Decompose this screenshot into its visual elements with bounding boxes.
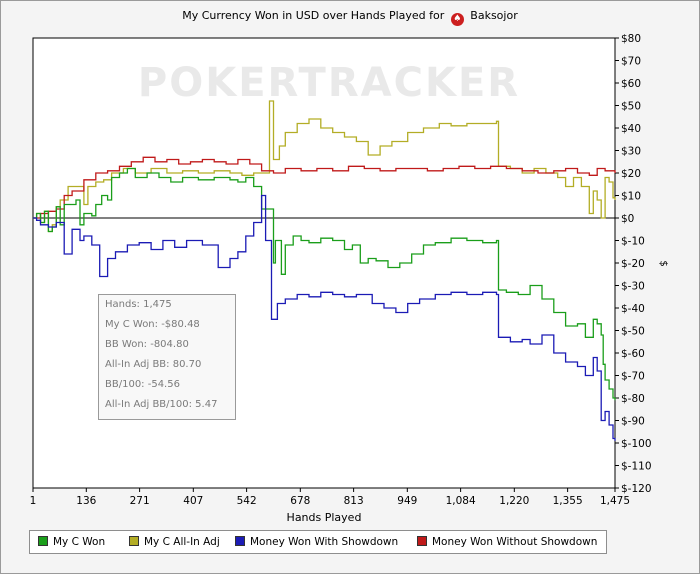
legend-label-money-won-without-showdown: Money Won Without Showdown (432, 536, 598, 548)
y-tick-label: $70 (621, 56, 641, 68)
x-tick-label: 136 (76, 495, 96, 507)
stat-bb-100: BB/100: -54.56 (105, 379, 180, 390)
y-tick-label: $40 (621, 123, 641, 135)
x-tick-label: 1,475 (600, 495, 630, 507)
y-tick-label: $30 (621, 146, 641, 158)
stat-hands: Hands: 1,475 (105, 299, 172, 310)
watermark: POKERTRACKER (138, 60, 520, 106)
y-tick-label: $50 (621, 101, 641, 113)
y-tick-label: $-20 (621, 258, 645, 270)
series-line-my-c-all-in-adj (33, 100, 616, 233)
legend-swatch-money-won-without-showdown (417, 536, 427, 546)
y-tick-label: $-40 (621, 303, 645, 315)
y-tick-label: $80 (621, 33, 641, 45)
x-tick-label: 949 (397, 495, 417, 507)
x-tick-label: 271 (130, 495, 150, 507)
legend-item-my-c-won[interactable]: My C Won (38, 535, 105, 549)
stats-box: Hands: 1,475 My C Won: -$80.48 BB Won: -… (98, 294, 236, 420)
y-tick-label: $60 (621, 78, 641, 90)
chart-title: My Currency Won in USD over Hands Played… (0, 9, 700, 26)
legend-item-my-c-all-in-adj[interactable]: My C All-In Adj (129, 535, 220, 549)
y-tick-label: $-80 (621, 393, 645, 405)
y-tick-label: $10 (621, 191, 641, 203)
series-line-money-won-without-showdown (33, 156, 616, 219)
y-tick-label: $-10 (621, 236, 645, 248)
title-text: My Currency Won in USD over Hands Played… (182, 9, 445, 22)
stat-all-in-adj-bb-100: All-In Adj BB/100: 5.47 (105, 399, 218, 410)
legend-label-my-c-won: My C Won (53, 536, 106, 548)
x-tick-label: 407 (183, 495, 203, 507)
y-tick-label: $-100 (621, 438, 652, 450)
x-tick-label: 542 (237, 495, 257, 507)
y-tick-label: $-120 (621, 483, 652, 495)
y-axis-label: $ (657, 260, 669, 267)
legend-swatch-my-c-won (38, 536, 48, 546)
y-tick-label: $20 (621, 168, 641, 180)
x-axis-label: Hands Played (286, 511, 362, 524)
stat-all-in-adj-bb: All-In Adj BB: 80.70 (105, 359, 202, 370)
y-tick-label: $-50 (621, 326, 645, 338)
stat-my-c-won: My C Won: -$80.48 (105, 319, 200, 330)
legend-label-my-c-all-in-adj: My C All-In Adj (144, 536, 220, 548)
y-tick-label: $-90 (621, 416, 645, 428)
x-tick-label: 1 (30, 495, 37, 507)
legend-label-money-won-with-showdown: Money Won With Showdown (250, 536, 399, 548)
player-name: Baksojor (470, 9, 518, 22)
x-tick-label: 1,355 (553, 495, 583, 507)
legend-item-money-won-with-showdown[interactable]: Money Won With Showdown (235, 535, 398, 549)
series-line-money-won-with-showdown (33, 194, 616, 441)
player-site-icon: ♠ (450, 13, 464, 26)
y-tick-label: $0 (621, 213, 634, 225)
legend: My C Won My C All-In Adj Money Won With … (29, 530, 607, 554)
y-tick-label: $-110 (621, 461, 652, 473)
legend-item-money-won-without-showdown[interactable]: Money Won Without Showdown (417, 535, 597, 549)
legend-swatch-money-won-with-showdown (235, 536, 245, 546)
x-tick-label: 1,084 (446, 495, 476, 507)
y-tick-label: $-30 (621, 281, 645, 293)
stat-bb-won: BB Won: -804.80 (105, 339, 189, 350)
y-tick-label: $-60 (621, 348, 645, 360)
legend-swatch-my-c-all-in-adj (129, 536, 139, 546)
x-tick-label: 1,220 (499, 495, 529, 507)
x-tick-label: 678 (290, 495, 310, 507)
y-tick-label: $-70 (621, 371, 645, 383)
x-tick-label: 813 (344, 495, 364, 507)
series-line-my-c-won (33, 167, 616, 401)
